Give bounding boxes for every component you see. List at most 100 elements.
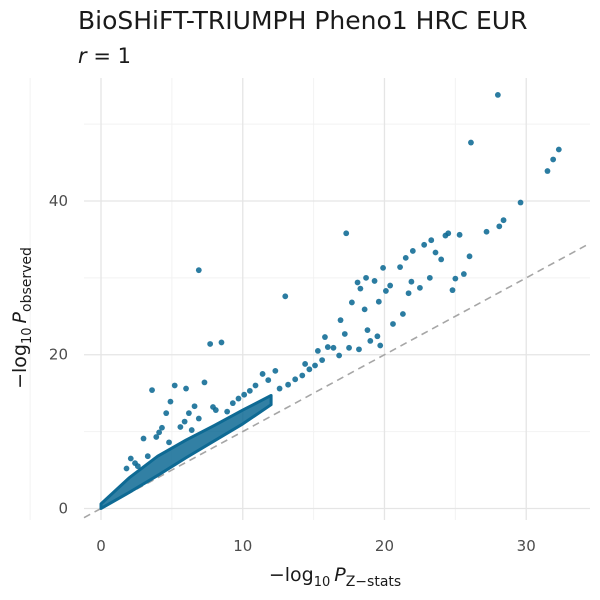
tick-labels: 0 10 20 30 0 20 40 (49, 192, 536, 555)
dense-band-shape (99, 393, 273, 510)
data-point (314, 347, 321, 354)
data-point (494, 92, 501, 98)
data-point (402, 254, 409, 261)
data-point (387, 282, 394, 289)
data-point (319, 357, 326, 364)
dense-point-band (99, 393, 273, 510)
data-point (483, 228, 490, 235)
data-point (224, 408, 231, 415)
data-point (377, 342, 384, 349)
data-point (390, 321, 396, 327)
data-point (134, 463, 141, 470)
data-point (322, 334, 328, 340)
data-point (292, 376, 299, 383)
y-tick-label: 20 (49, 346, 68, 364)
data-point (276, 385, 283, 392)
data-point (442, 232, 449, 239)
data-point (272, 367, 279, 374)
data-point (363, 274, 369, 281)
grid-major (84, 78, 590, 520)
data-point (357, 285, 364, 292)
data-point (302, 361, 309, 367)
data-point (438, 256, 445, 263)
data-point (149, 387, 155, 393)
data-point (201, 379, 208, 386)
data-point (312, 362, 318, 369)
data-point (229, 400, 236, 407)
data-point (452, 275, 459, 282)
x-tick-label: 20 (375, 537, 394, 555)
data-point (409, 248, 416, 254)
data-point (408, 278, 415, 285)
x-tick-label: 0 (96, 537, 106, 555)
data-point (417, 284, 423, 291)
data-point (397, 264, 403, 270)
data-point (159, 424, 165, 431)
data-point (374, 333, 381, 340)
data-point (144, 453, 151, 460)
data-point (299, 372, 306, 379)
data-point (207, 341, 214, 347)
data-point (382, 288, 389, 294)
data-point (163, 410, 170, 417)
data-point (346, 344, 352, 351)
data-point (188, 427, 195, 433)
data-point (343, 230, 350, 237)
data-point (218, 339, 225, 346)
data-point (468, 139, 474, 146)
data-point (167, 398, 174, 405)
x-tick-label: 30 (517, 537, 536, 555)
data-point (400, 311, 406, 317)
subtitle-value: 1 (117, 44, 131, 68)
data-point (181, 418, 188, 425)
y-tick-label: 0 (58, 499, 68, 517)
data-points (123, 92, 562, 472)
data-point (241, 391, 248, 398)
data-point (156, 429, 163, 436)
data-point (285, 381, 292, 388)
data-point (456, 231, 463, 238)
chart-title: BioSHiFT-TRIUMPH Pheno1 HRC EUR (78, 6, 528, 35)
data-point (282, 293, 289, 300)
data-point (140, 435, 147, 442)
reference-line (83, 242, 591, 519)
data-point (330, 344, 337, 351)
data-point (153, 434, 160, 440)
data-point (341, 331, 348, 337)
data-point (466, 253, 473, 260)
data-point (195, 267, 202, 274)
data-point (496, 223, 503, 230)
x-tick-label: 10 (233, 537, 252, 555)
data-point (337, 317, 344, 324)
subtitle-variable: r (78, 44, 87, 68)
data-point (265, 377, 272, 383)
subtitle-operator: = (86, 44, 118, 68)
data-point (364, 327, 371, 334)
data-point (336, 352, 343, 359)
data-point (195, 415, 202, 422)
data-point (500, 217, 507, 224)
data-point (306, 366, 313, 373)
data-point (166, 439, 172, 446)
chart-subtitle: r = 1 (78, 44, 131, 68)
data-point (123, 465, 130, 472)
data-point (550, 156, 557, 163)
data-point (324, 344, 331, 350)
data-point (171, 382, 178, 389)
data-point (380, 264, 386, 271)
data-point (252, 382, 259, 389)
data-point (191, 403, 198, 410)
data-point (185, 410, 192, 417)
data-point (449, 287, 456, 294)
data-point (371, 278, 378, 284)
data-point (183, 385, 189, 392)
y-tick-label: 40 (49, 192, 68, 210)
data-point (127, 455, 134, 462)
data-point (367, 337, 374, 344)
data-point (356, 346, 362, 353)
data-point (235, 395, 242, 402)
data-point (348, 299, 355, 306)
data-point (421, 241, 428, 248)
data-point (426, 274, 433, 281)
